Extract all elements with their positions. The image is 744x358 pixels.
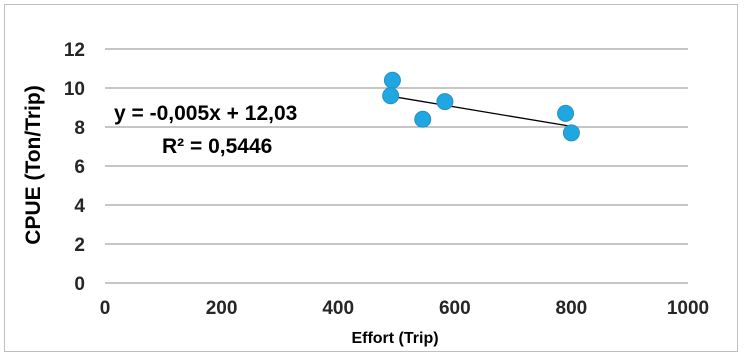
gridlines: [105, 48, 688, 284]
data-point: [382, 87, 400, 105]
x-axis-ticks: 0 200 400 600 800 1000: [100, 298, 709, 319]
y-tick-label: 12: [64, 40, 85, 61]
x-axis-title: Effort (Trip): [351, 330, 438, 347]
x-tick-label: 1000: [667, 298, 709, 319]
r-squared-label: R² = 0,5446: [162, 135, 272, 158]
trendline: [390, 95, 572, 128]
y-tick-label: 10: [64, 79, 85, 100]
y-tick-label: 4: [74, 196, 85, 217]
data-point: [562, 124, 580, 142]
x-tick-label: 200: [206, 298, 238, 319]
data-points: [382, 71, 580, 142]
y-axis-title: CPUE (Ton/Trip): [22, 85, 45, 244]
y-tick-label: 0: [74, 274, 85, 295]
y-tick-label: 2: [74, 235, 85, 256]
y-tick-label: 6: [74, 157, 85, 178]
data-point: [557, 104, 575, 122]
x-tick-label: 800: [556, 298, 588, 319]
trendline-equation: y = -0,005x + 12,03: [114, 102, 297, 125]
chart-frame: [4, 4, 738, 352]
data-point: [436, 93, 454, 111]
x-tick-label: 600: [439, 298, 471, 319]
x-tick-label: 400: [322, 298, 354, 319]
data-point: [414, 110, 432, 128]
data-point: [383, 71, 401, 89]
x-tick-label: 0: [100, 298, 111, 319]
y-tick-label: 8: [74, 118, 85, 139]
y-axis-ticks: 0 2 4 6 8 10 12: [64, 40, 86, 295]
